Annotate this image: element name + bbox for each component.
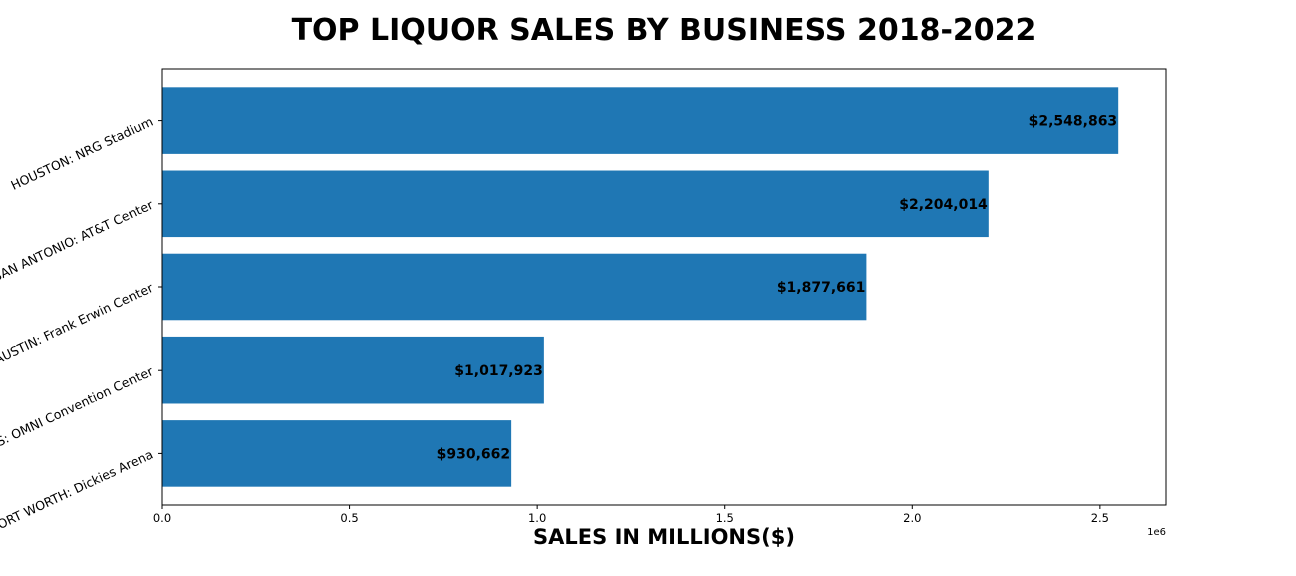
bars-group [162,87,1119,487]
bar [162,170,989,238]
bar [162,420,512,487]
bar [162,253,867,321]
x-axis: 0.0 0.5 1.0 1.5 2.0 2.5 [153,505,1109,525]
x-axis-offset-label: 1e6 [1147,527,1166,538]
y-tick-label: DALLAS: OMNI Convention Center [0,363,156,466]
bar [162,87,1119,154]
y-tick-label: AUSTIN: Frank Erwin Center [0,280,156,367]
y-tick-label: SAN ANTONIO: AT&T Center [0,197,156,285]
x-tick-label: 0.5 [340,511,358,525]
x-tick-label: 0.0 [153,511,171,525]
data-label: $2,204,014 [899,197,988,213]
chart-title: TOP LIQUOR SALES BY BUSINESS 2018-2022 [292,13,1037,48]
data-labels-group: $2,548,863 $2,204,014 $1,877,661 $1,017,923… [437,114,1118,463]
bar [162,336,544,404]
data-label: $1,017,923 [454,363,543,379]
x-axis-label: SALES IN MILLIONS($) [533,525,795,549]
x-tick-label: 1.0 [528,511,546,525]
x-tick-label: 1.5 [716,511,734,525]
data-label: $1,877,661 [777,280,866,296]
y-tick-label: HOUSTON: NRG Stadium [8,114,155,193]
x-tick-label: 2.0 [903,511,921,525]
data-label: $930,662 [437,446,511,462]
data-label: $2,548,863 [1029,114,1118,130]
y-tick-label: FORT WORTH: Dickies Arena [0,447,155,535]
x-tick-label: 2.5 [1091,511,1109,525]
